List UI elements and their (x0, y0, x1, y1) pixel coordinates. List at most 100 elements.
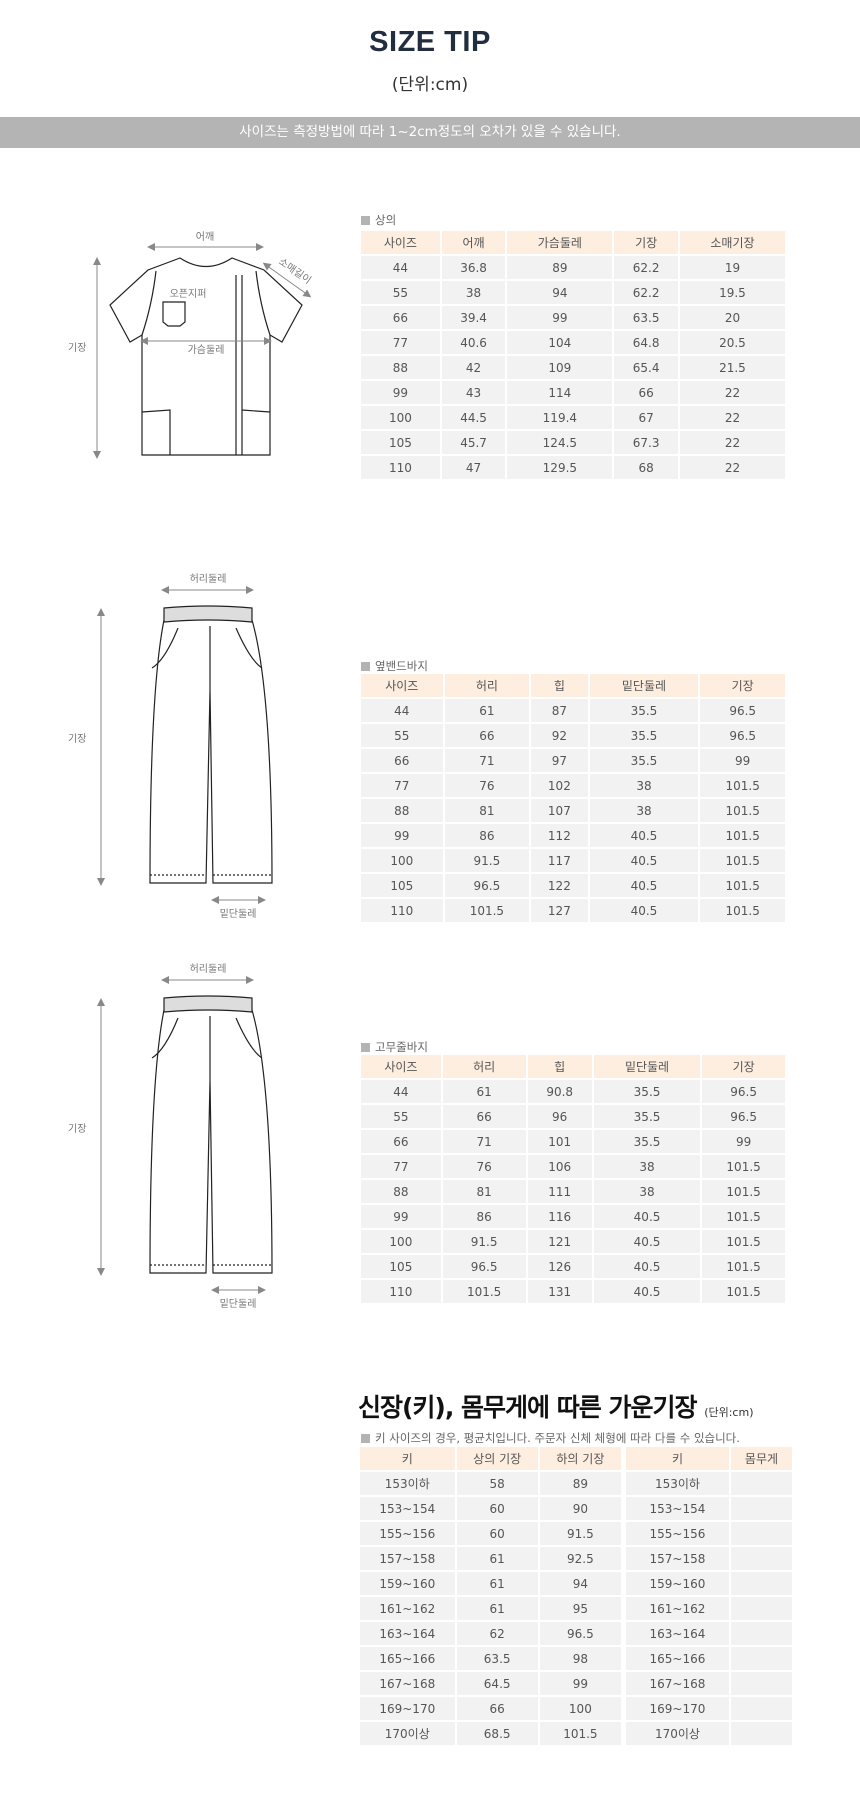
table-row: 105 45.7 124.5 67.3 22 (361, 431, 785, 454)
chest-label: 가슴둘레 (188, 344, 225, 356)
table-header-row: 사이즈 허리 힙 밑단둘레 기장 (361, 674, 785, 697)
table-cell: 169~170 (626, 1697, 729, 1720)
column-header: 기장 (700, 674, 785, 697)
square-bullet-icon (361, 1043, 370, 1052)
table-row: 88 42 109 65.4 21.5 (361, 356, 785, 379)
table-header-row: 사이즈 허리 힙 밑단둘레 기장 (361, 1055, 785, 1078)
table-cell: 170이상 (626, 1722, 729, 1745)
table-cell: 95 (539, 1597, 621, 1620)
table-cell: 90.8 (527, 1080, 592, 1103)
table-cell: 105 (361, 1255, 441, 1278)
column-header: 허리 (444, 674, 530, 697)
column-header: 사이즈 (361, 674, 443, 697)
table-cell: 127 (531, 899, 588, 922)
table-cell: 110 (361, 899, 443, 922)
table-cell: 101.5 (700, 824, 785, 847)
table-cell: 60 (456, 1522, 538, 1545)
table-cell: 101.5 (700, 849, 785, 872)
table-cell: 96.5 (444, 874, 530, 897)
table-cell: 77 (361, 1155, 441, 1178)
unit-label: (단위:cm) (391, 75, 469, 95)
table-cell: 38 (593, 1180, 701, 1203)
table-cell: 170이상 (360, 1722, 455, 1745)
table-cell: 163~164 (360, 1622, 455, 1645)
table-cell: 96.5 (700, 724, 785, 747)
table-cell: 86 (444, 824, 530, 847)
table-cell: 40.5 (593, 1230, 701, 1253)
table-cell: 71 (444, 749, 530, 772)
table-cell: 77 (361, 331, 440, 354)
table-row: 157~158 (626, 1547, 792, 1570)
zipper-label: 오픈지퍼 (170, 288, 207, 300)
table-cell: 99 (361, 381, 440, 404)
table-cell (730, 1722, 792, 1745)
table-cell: 101.5 (539, 1722, 621, 1745)
table-cell: 68.5 (456, 1722, 538, 1745)
table-row: 169~170 66 100 (360, 1697, 621, 1720)
table-cell: 66 (361, 306, 440, 329)
table-cell: 88 (361, 799, 443, 822)
table-cell: 165~166 (360, 1647, 455, 1670)
table-cell: 66 (442, 1105, 526, 1128)
table-cell: 126 (527, 1255, 592, 1278)
table-cell: 76 (444, 774, 530, 797)
table-row: 153이하 58 89 (360, 1472, 621, 1495)
table-cell: 20.5 (679, 331, 785, 354)
column-header: 기장 (614, 231, 678, 254)
table-cell: 35.5 (589, 724, 699, 747)
column-header: 밑단둘레 (593, 1055, 701, 1078)
table-cell: 96.5 (442, 1255, 526, 1278)
table-cell: 38 (589, 799, 699, 822)
table-cell: 19 (679, 256, 785, 279)
table-cell: 66 (361, 749, 443, 772)
table-cell: 44.5 (441, 406, 506, 429)
table-cell: 101.5 (700, 774, 785, 797)
table-cell: 66 (444, 724, 530, 747)
table-cell: 94 (507, 281, 613, 304)
table-row: 99 86 112 40.5 101.5 (361, 824, 785, 847)
table-cell: 91.5 (444, 849, 530, 872)
table-cell: 60 (456, 1497, 538, 1520)
table-cell: 153~154 (360, 1497, 455, 1520)
table-cell: 22 (679, 381, 785, 404)
height-section-title: 신장(키), 몸무게에 따른 가운기장 (단위:cm) (358, 1393, 754, 1422)
column-header: 키 (360, 1447, 455, 1470)
table-row: 66 39.4 99 63.5 20 (361, 306, 785, 329)
table-cell: 44 (361, 699, 443, 722)
table-cell: 101.5 (442, 1280, 526, 1303)
table-cell: 124.5 (507, 431, 613, 454)
table-cell: 161~162 (360, 1597, 455, 1620)
table-cell: 55 (361, 281, 440, 304)
table-cell: 64.8 (614, 331, 678, 354)
table-row: 165~166 (626, 1647, 792, 1670)
table-cell: 101.5 (700, 799, 785, 822)
table-cell: 71 (442, 1130, 526, 1153)
table-cell: 165~166 (626, 1647, 729, 1670)
table-cell: 110 (361, 1280, 441, 1303)
table-cell: 161~162 (626, 1597, 729, 1620)
length-label: 기장 (68, 342, 86, 354)
table-row: 170이상 (626, 1722, 792, 1745)
table-row: 77 40.6 104 64.8 20.5 (361, 331, 785, 354)
table-row: 66 71 97 35.5 99 (361, 749, 785, 772)
table-row: 77 76 102 38 101.5 (361, 774, 785, 797)
table-cell: 157~158 (360, 1547, 455, 1570)
table-row: 153~154 60 90 (360, 1497, 621, 1520)
table-cell: 43 (441, 381, 506, 404)
table-cell: 109 (507, 356, 613, 379)
table-cell: 131 (527, 1280, 592, 1303)
table-cell: 163~164 (626, 1622, 729, 1645)
page-title: SIZE TIP (369, 26, 491, 58)
table-cell: 61 (442, 1080, 526, 1103)
table-header-row: 키 몸무게 (626, 1447, 792, 1470)
table-cell: 40.5 (593, 1205, 701, 1228)
table-cell: 90 (539, 1497, 621, 1520)
table-cell: 100 (361, 1230, 441, 1253)
table-cell (730, 1672, 792, 1695)
table-cell: 89 (539, 1472, 621, 1495)
table-cell: 40.5 (589, 874, 699, 897)
table-cell: 61 (444, 699, 530, 722)
table-row: 110 101.5 131 40.5 101.5 (361, 1280, 785, 1303)
table-row: 55 38 94 62.2 19.5 (361, 281, 785, 304)
table-cell: 61 (456, 1572, 538, 1595)
